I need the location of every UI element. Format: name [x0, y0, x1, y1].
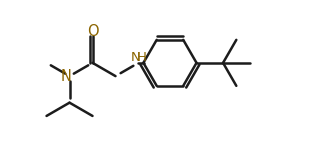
Text: O: O — [87, 24, 98, 39]
Text: N: N — [131, 51, 141, 64]
Text: N: N — [60, 69, 71, 84]
Text: H: H — [136, 51, 146, 64]
